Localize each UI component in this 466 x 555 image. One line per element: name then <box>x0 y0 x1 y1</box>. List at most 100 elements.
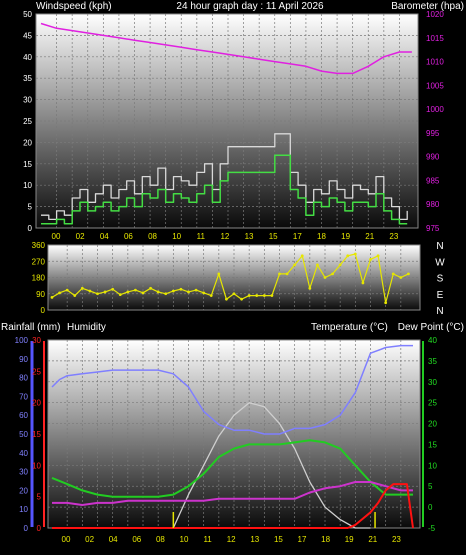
wind-time-label: 12 <box>220 232 229 241</box>
direction-point <box>80 286 84 290</box>
temp-time-label: 15 <box>274 535 283 544</box>
direction-point <box>278 272 281 276</box>
graph-title: 24 hour graph day : 11 April 2026 <box>176 1 324 12</box>
wind-time-label: 23 <box>389 232 398 241</box>
direction-point <box>255 294 259 297</box>
dewpoint-line <box>52 481 413 506</box>
direction-point <box>338 263 342 267</box>
direction-point <box>293 263 297 267</box>
temperature-tick-label: 40 <box>428 336 437 345</box>
temp-time-label: 19 <box>345 535 354 544</box>
direction-point <box>316 263 319 267</box>
direction-point <box>399 276 403 279</box>
temperature-tick-label: 20 <box>428 420 437 429</box>
direction-letter: N <box>436 306 443 317</box>
direction-point <box>225 297 228 301</box>
direction-point <box>58 291 61 295</box>
direction-point <box>361 281 365 285</box>
rain-tick-label: 5 <box>37 493 42 502</box>
direction-point <box>376 254 380 258</box>
direction-letter: W <box>435 257 445 268</box>
wind-time-label: 21 <box>365 232 374 241</box>
direction-point <box>270 294 274 297</box>
direction-tick-label: 270 <box>32 257 46 266</box>
humidity-tick-label: 20 <box>19 486 28 495</box>
direction-point <box>50 295 54 299</box>
direction-point <box>384 301 388 305</box>
direction-point <box>134 288 137 292</box>
direction-point <box>179 287 183 291</box>
wind-tick-label: 45 <box>23 31 32 40</box>
barometer-tick-label: 1010 <box>426 58 444 67</box>
direction-point <box>209 294 213 297</box>
temperature-tick-label: 30 <box>428 378 437 387</box>
wind-tick-label: 35 <box>23 74 32 83</box>
wind-tick-label: 50 <box>23 10 32 19</box>
barometer-tick-label: 980 <box>426 200 440 209</box>
wind-tick-label: 40 <box>23 53 32 62</box>
direction-tick-label: 0 <box>41 306 46 315</box>
rain-tick-label: 10 <box>32 461 41 470</box>
rainfall-line <box>52 483 414 529</box>
wind-tick-label: 30 <box>23 96 32 105</box>
wind-tick-label: 0 <box>28 224 33 233</box>
direction-point <box>262 294 266 297</box>
humidity-line <box>51 344 413 435</box>
direction-letter: N <box>436 241 443 252</box>
wind-time-label: 10 <box>172 232 181 241</box>
temperature-tick-label: 15 <box>428 440 437 449</box>
temp-time-label: 10 <box>180 535 189 544</box>
direction-point <box>187 290 190 294</box>
temperature-axis-title: Temperature (°C) <box>311 322 388 333</box>
direction-point <box>247 294 251 297</box>
temperature-tick-label: 10 <box>428 461 437 470</box>
temperature-tick-label: 5 <box>428 482 433 491</box>
temp-time-label: 18 <box>321 535 330 544</box>
temp-time-label: 00 <box>62 535 71 544</box>
direction-point <box>323 276 327 279</box>
direction-point <box>308 286 312 290</box>
barometer-tick-label: 1015 <box>426 34 444 43</box>
wind-time-label: 04 <box>100 232 109 241</box>
barometer-tick-label: 990 <box>426 153 440 162</box>
barometer-tick-label: 1020 <box>426 10 444 19</box>
humidity-tick-label: 100 <box>15 336 29 345</box>
temperature-tick-label: 0 <box>428 503 433 512</box>
temp-time-label: 11 <box>203 535 212 544</box>
temp-time-label: 13 <box>250 535 259 544</box>
barometer-axis-title: Barometer (hpa) <box>391 1 464 12</box>
wind-time-label: 19 <box>341 232 350 241</box>
wind-panel <box>35 13 419 229</box>
humidity-tick-label: 60 <box>19 411 28 420</box>
windspeed-axis-title: Windspeed (kph) <box>36 1 112 12</box>
direction-point <box>156 290 160 294</box>
wind-time-label: 08 <box>148 232 157 241</box>
direction-letter: E <box>437 290 444 301</box>
direction-letter: S <box>437 274 444 285</box>
direction-point <box>73 294 77 297</box>
temp-time-label: 21 <box>368 535 377 544</box>
wind-tick-label: 10 <box>23 181 32 190</box>
rain-tick-label: 25 <box>32 367 41 376</box>
direction-point <box>88 289 92 293</box>
barometer-tick-label: 975 <box>426 224 440 233</box>
rain-tick-label: 15 <box>32 430 41 439</box>
direction-point <box>353 252 357 256</box>
direction-point <box>149 286 152 290</box>
direction-point <box>369 258 372 261</box>
rain-tick-label: 20 <box>32 399 41 408</box>
temperature-tick-label: 35 <box>428 357 437 366</box>
barometer-tick-label: 995 <box>426 129 440 138</box>
barometer-tick-label: 1000 <box>426 105 444 114</box>
humidity-tick-label: 90 <box>19 355 28 364</box>
humidity-tick-label: 30 <box>19 468 28 477</box>
direction-point <box>141 291 145 295</box>
temp-time-label: 08 <box>156 535 165 544</box>
direction-point <box>202 291 206 295</box>
rain-tick-label: 0 <box>37 524 42 533</box>
wind-time-label: 17 <box>293 232 302 241</box>
barometer-tick-label: 1005 <box>426 81 444 90</box>
temperature-tick-label: 25 <box>428 399 437 408</box>
direction-point <box>164 292 168 296</box>
